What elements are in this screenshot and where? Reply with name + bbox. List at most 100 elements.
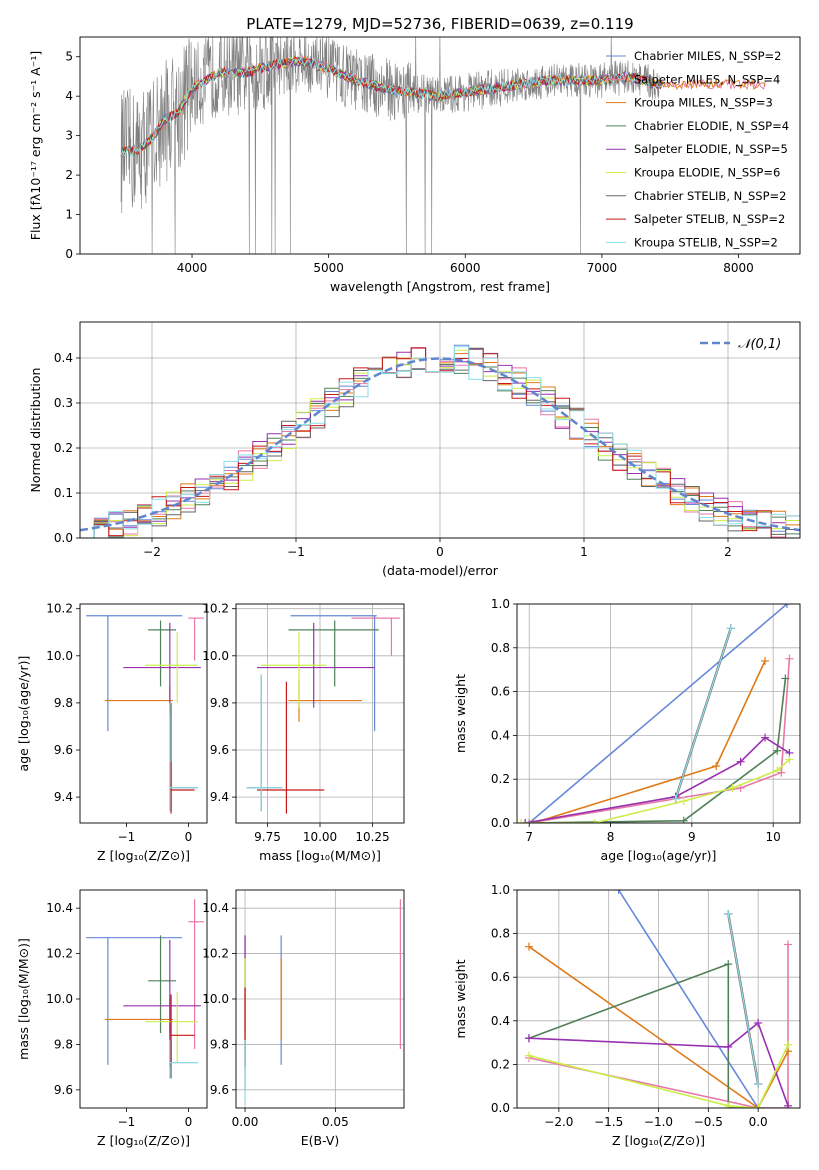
x-tick-label: −0.5 (694, 1115, 723, 1129)
y-tick-label: 10.4 (202, 901, 229, 915)
y-axis-label: Flux [fλ10⁻¹⁷ erg cm⁻² s⁻¹ A⁻¹] (28, 51, 43, 240)
legend-entry: Salpeter ELODIE, N_SSP=5 (634, 142, 788, 156)
weight-line (529, 658, 791, 823)
axes-frame (235, 603, 405, 824)
y-tick-label: 0.6 (491, 970, 510, 984)
normal-curve (80, 357, 800, 532)
spectrum-legend: Chabrier MILES, N_SSP=2 Salpeter MILES, N… (606, 49, 789, 249)
x-tick-label: −1.5 (594, 1115, 623, 1129)
age_mass-chart: 9.75 10.00 10.25 9.4 9.6 9.8 10.0 10.2 mass [log… (202, 602, 405, 863)
weight-line (533, 660, 766, 823)
y-tick-label: 10.4 (46, 901, 73, 915)
y-tick-label: 1 (65, 208, 73, 222)
x-tick-label: 0 (185, 1115, 193, 1129)
x-tick-label: 6000 (450, 261, 481, 275)
x-tick-label: 0.00 (232, 1115, 259, 1129)
x-tick-label: 0.05 (322, 1115, 349, 1129)
y-tick-label: 0.0 (491, 1101, 510, 1115)
weight-line (528, 1044, 789, 1108)
y-tick-label: 9.6 (210, 1083, 229, 1097)
y-tick-label: 1.0 (491, 883, 510, 897)
x-tick-label: −2 (143, 545, 161, 559)
mass_ebv-chart: 0.00 0.05 9.6 9.8 10.0 10.2 10.4 E(B-V) (202, 889, 405, 1148)
y-tick-label: 10.2 (202, 947, 229, 961)
legend-entry: Chabrier ELODIE, N_SSP=4 (634, 119, 789, 133)
y-tick-label: 5 (65, 50, 73, 64)
age_mass-plot-area (246, 615, 400, 814)
axes-frame (79, 36, 801, 255)
axes-frame (79, 321, 801, 539)
y-tick-label: 0.1 (54, 486, 73, 500)
y-tick-label: 10.2 (46, 602, 73, 616)
x-tick-label: −1 (118, 830, 136, 844)
legend-entry: Salpeter MILES, N_SSP=4 (634, 72, 780, 86)
x-tick-label: 0.0 (749, 1115, 768, 1129)
x-tick-label: 8 (607, 830, 615, 844)
x-tick-label: 9.75 (254, 830, 281, 844)
x-tick-label: 5000 (313, 261, 344, 275)
y-axis-label: mass [log₁₀(M/M⊙)] (16, 938, 31, 1060)
y-tick-label: 9.6 (54, 743, 73, 757)
axes-frame (516, 889, 801, 1109)
x-tick-label: 10 (766, 830, 781, 844)
observed-spectrum (120, 37, 660, 254)
hist-plot-area (80, 344, 800, 538)
y-tick-label: 2 (65, 168, 73, 182)
y-tick-label: 10.2 (202, 602, 229, 616)
x-axis-label: E(B-V) (301, 1133, 340, 1148)
x-tick-label: 1 (580, 545, 588, 559)
x-tick-label: 7 (525, 830, 533, 844)
y-tick-label: 0.0 (491, 816, 510, 830)
legend-entry: Salpeter STELIB, N_SSP=2 (634, 212, 785, 226)
y-tick-label: 9.8 (54, 696, 73, 710)
spectrum-plot-area (120, 37, 766, 254)
weight_z-chart: −2.0 −1.5 −1.0 −0.5 0.0 0.0 0.2 0.4 0.6 0.8 1.0 Z [… (453, 883, 801, 1148)
y-tick-label: 0 (65, 247, 73, 261)
y-axis-label: age [log₁₀(age/yr)] (16, 656, 31, 772)
x-axis-label: Z [log₁₀(Z/Z⊙)] (97, 848, 190, 863)
model-spectrum (120, 56, 663, 157)
weight-line (727, 913, 759, 1085)
weight_age-chart: 7 8 9 10 0.0 0.2 0.4 0.6 0.8 1.0 age [log₁₀(age/yr… (453, 597, 801, 863)
weight-line (674, 627, 732, 800)
y-tick-label: 0.2 (491, 772, 510, 786)
x-tick-label: 4000 (177, 261, 208, 275)
age_z-chart: −1 0 9.4 9.6 9.8 10.0 10.2 Z [log₁₀(Z/Z⊙)] age [… (16, 602, 208, 863)
y-axis-label: Normed distribution (28, 368, 43, 493)
weight-line (528, 946, 789, 1108)
y-axis-label: mass weight (453, 674, 468, 753)
y-tick-label: 9.4 (54, 790, 73, 804)
residual-histogram (80, 346, 800, 538)
weight-line (528, 962, 759, 1108)
y-tick-label: 0.4 (491, 1014, 510, 1028)
axes-frame (79, 889, 208, 1109)
x-tick-label: 10.25 (355, 830, 389, 844)
weight_z-plot-area (524, 890, 793, 1108)
x-tick-label: 2 (724, 545, 732, 559)
y-tick-label: 10.0 (46, 992, 73, 1006)
x-axis-label: (data-model)/error (382, 563, 499, 578)
y-tick-label: 0.8 (491, 641, 510, 655)
y-tick-label: 10.2 (46, 947, 73, 961)
mass_z-plot-area (86, 899, 204, 1079)
weight-line (521, 758, 790, 823)
weight-line (525, 678, 787, 823)
y-tick-label: 0.0 (54, 531, 73, 545)
chart-title: PLATE=1279, MJD=52736, FIBERID=0639, z=0… (246, 15, 633, 33)
mass_ebv-plot-area (244, 899, 401, 1102)
x-tick-label: 9 (688, 830, 696, 844)
y-tick-label: 9.6 (54, 1083, 73, 1097)
y-axis-label: mass weight (453, 959, 468, 1038)
weight-line (528, 1021, 789, 1107)
y-tick-label: 9.4 (210, 790, 229, 804)
y-tick-label: 9.6 (210, 743, 229, 757)
x-tick-label: −2.0 (544, 1115, 573, 1129)
y-tick-label: 1.0 (491, 597, 510, 611)
axes-frame (516, 603, 801, 824)
hist-chart: −2 −1 0 1 2 0.0 0.1 0.2 0.3 0.4 (data-model)/error… (28, 321, 801, 578)
x-tick-label: −1 (118, 1115, 136, 1129)
weight-line (524, 736, 790, 823)
x-axis-label: wavelength [Angstrom, rest frame] (330, 279, 550, 294)
y-tick-label: 10.0 (202, 649, 229, 663)
y-tick-label: 0.4 (491, 728, 510, 742)
